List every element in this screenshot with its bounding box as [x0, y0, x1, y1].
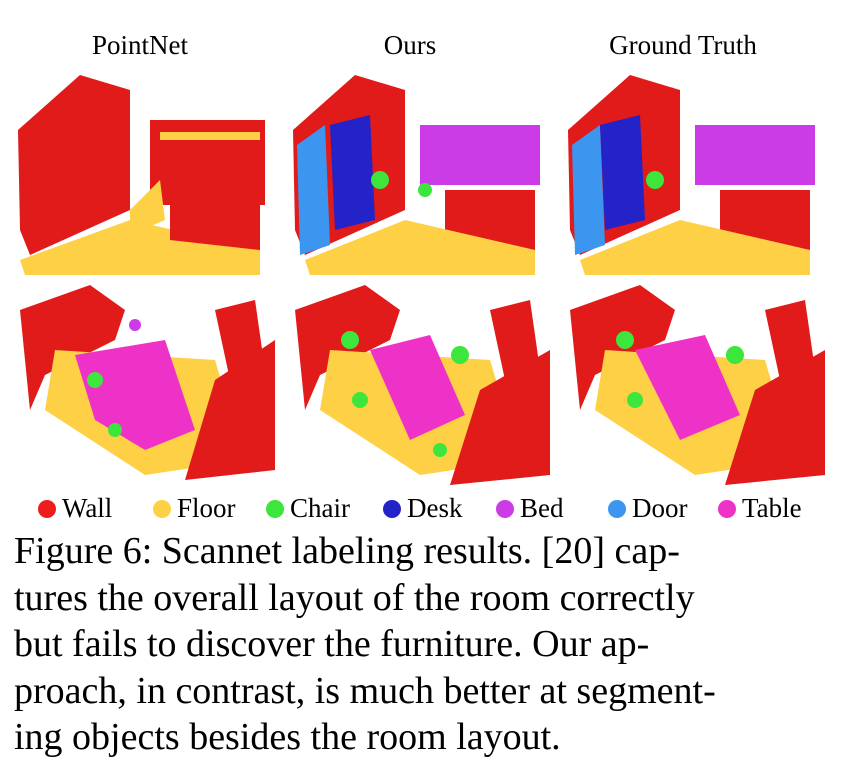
- door-swatch-icon: [608, 499, 626, 518]
- legend: Wall Floor Chair Desk Bed Door Table: [18, 493, 838, 529]
- wall-swatch-icon: [38, 499, 56, 518]
- bed-swatch-icon: [496, 499, 514, 518]
- legend-item-wall: Wall: [38, 493, 112, 524]
- scene1-ground-truth-image: [568, 75, 815, 275]
- floor-swatch-icon: [153, 499, 171, 518]
- scene2-pointnet-image: [20, 285, 275, 480]
- table-swatch-icon: [718, 499, 736, 518]
- column-title-ours: Ours: [383, 30, 437, 60]
- scene1-pointnet-image: [18, 75, 265, 275]
- caption-line: but fails to discover the furniture. Our…: [14, 623, 650, 665]
- legend-label: Chair: [290, 493, 350, 523]
- legend-item-door: Door: [608, 493, 688, 524]
- scene2-ours-image: [295, 285, 550, 485]
- column-title-pointnet: PointNet: [91, 30, 188, 60]
- legend-label: Door: [632, 493, 688, 523]
- legend-item-table: Table: [718, 493, 802, 524]
- legend-label: Wall: [62, 493, 113, 523]
- caption-line: Figure 6: Scannet labeling results. [20]…: [14, 530, 680, 572]
- legend-label: Table: [742, 493, 802, 523]
- figure-caption: Figure 6: Scannet labeling results. [20]…: [14, 528, 840, 761]
- desk-swatch-icon: [383, 499, 401, 518]
- legend-item-chair: Chair: [266, 493, 350, 524]
- legend-label: Desk: [407, 493, 463, 523]
- scene1-ours-image: [293, 75, 540, 275]
- legend-label: Bed: [520, 493, 564, 523]
- legend-item-desk: Desk: [383, 493, 463, 524]
- chair-swatch-icon: [266, 499, 284, 518]
- caption-line: proach, in contrast, is much better at s…: [14, 669, 716, 712]
- scene2-ground-truth-image: [570, 285, 825, 485]
- caption-line: ing objects besides the room layout.: [14, 716, 561, 758]
- legend-label: Floor: [177, 493, 236, 523]
- caption-line: tures the overall layout of the room cor…: [14, 576, 695, 619]
- legend-item-floor: Floor: [153, 493, 236, 524]
- column-title-ground-truth: Ground Truth: [609, 30, 757, 60]
- legend-item-bed: Bed: [496, 493, 564, 524]
